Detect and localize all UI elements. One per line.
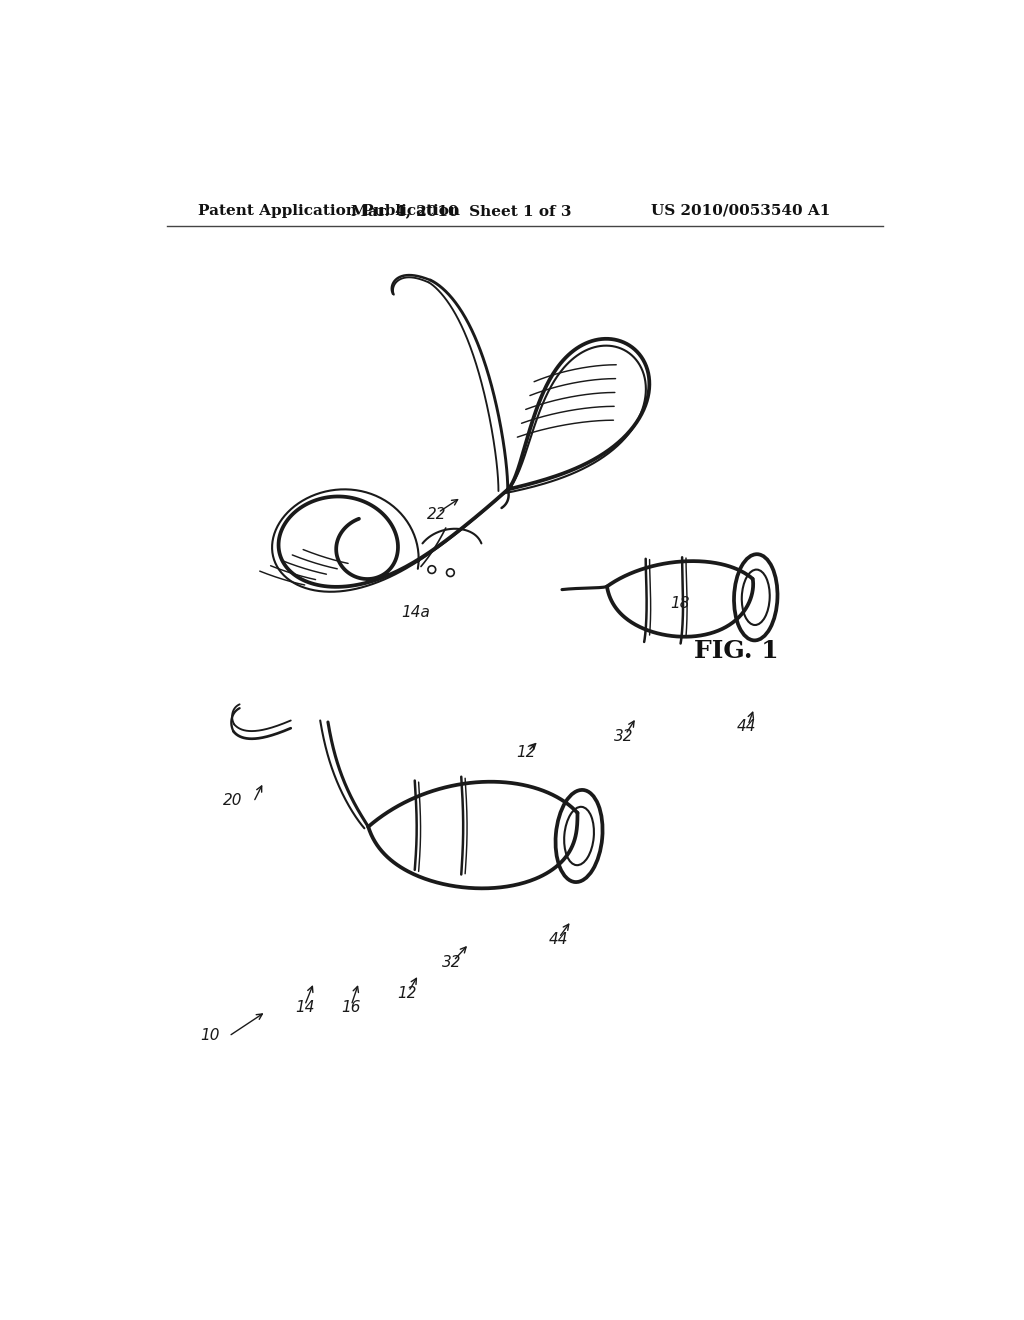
Text: 22: 22 — [427, 507, 446, 521]
Text: 14a: 14a — [401, 606, 430, 620]
Text: 10: 10 — [200, 1028, 219, 1043]
Text: 16: 16 — [341, 999, 360, 1015]
Text: 14: 14 — [295, 999, 314, 1015]
Text: 20: 20 — [223, 793, 243, 808]
Text: Patent Application Publication: Patent Application Publication — [198, 203, 460, 218]
Text: 18: 18 — [671, 597, 690, 611]
Text: 44: 44 — [549, 932, 568, 946]
Text: 12: 12 — [397, 986, 417, 1001]
Text: FIG. 1: FIG. 1 — [693, 639, 778, 663]
Text: 44: 44 — [736, 719, 756, 734]
Text: Mar. 4, 2010  Sheet 1 of 3: Mar. 4, 2010 Sheet 1 of 3 — [351, 203, 571, 218]
Text: US 2010/0053540 A1: US 2010/0053540 A1 — [650, 203, 829, 218]
Text: 12: 12 — [516, 746, 537, 760]
Text: 32: 32 — [442, 954, 462, 970]
Text: 32: 32 — [614, 729, 634, 743]
